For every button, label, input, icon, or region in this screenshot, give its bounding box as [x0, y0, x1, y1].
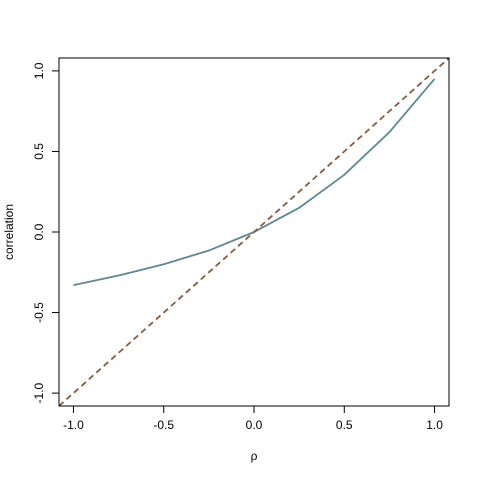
series-line [58, 57, 450, 407]
y-tick-label: 0.0 [32, 223, 46, 240]
series-line [73, 78, 436, 287]
x-tick-label: -0.5 [153, 418, 174, 432]
plot-frame [58, 57, 450, 407]
x-axis-label: ρ [251, 449, 258, 463]
x-tick-label: 0.0 [246, 418, 263, 432]
y-tick-label: -1.0 [32, 382, 46, 403]
y-tick-label: -0.5 [32, 302, 46, 323]
x-tick-label: -1.0 [63, 418, 84, 432]
x-tick-label: 0.5 [336, 418, 353, 432]
x-tick-label: 1.0 [426, 418, 443, 432]
y-axis-label: correlation [2, 204, 16, 260]
y-tick-label: 0.5 [32, 143, 46, 160]
y-tick-label: 1.0 [32, 62, 46, 79]
